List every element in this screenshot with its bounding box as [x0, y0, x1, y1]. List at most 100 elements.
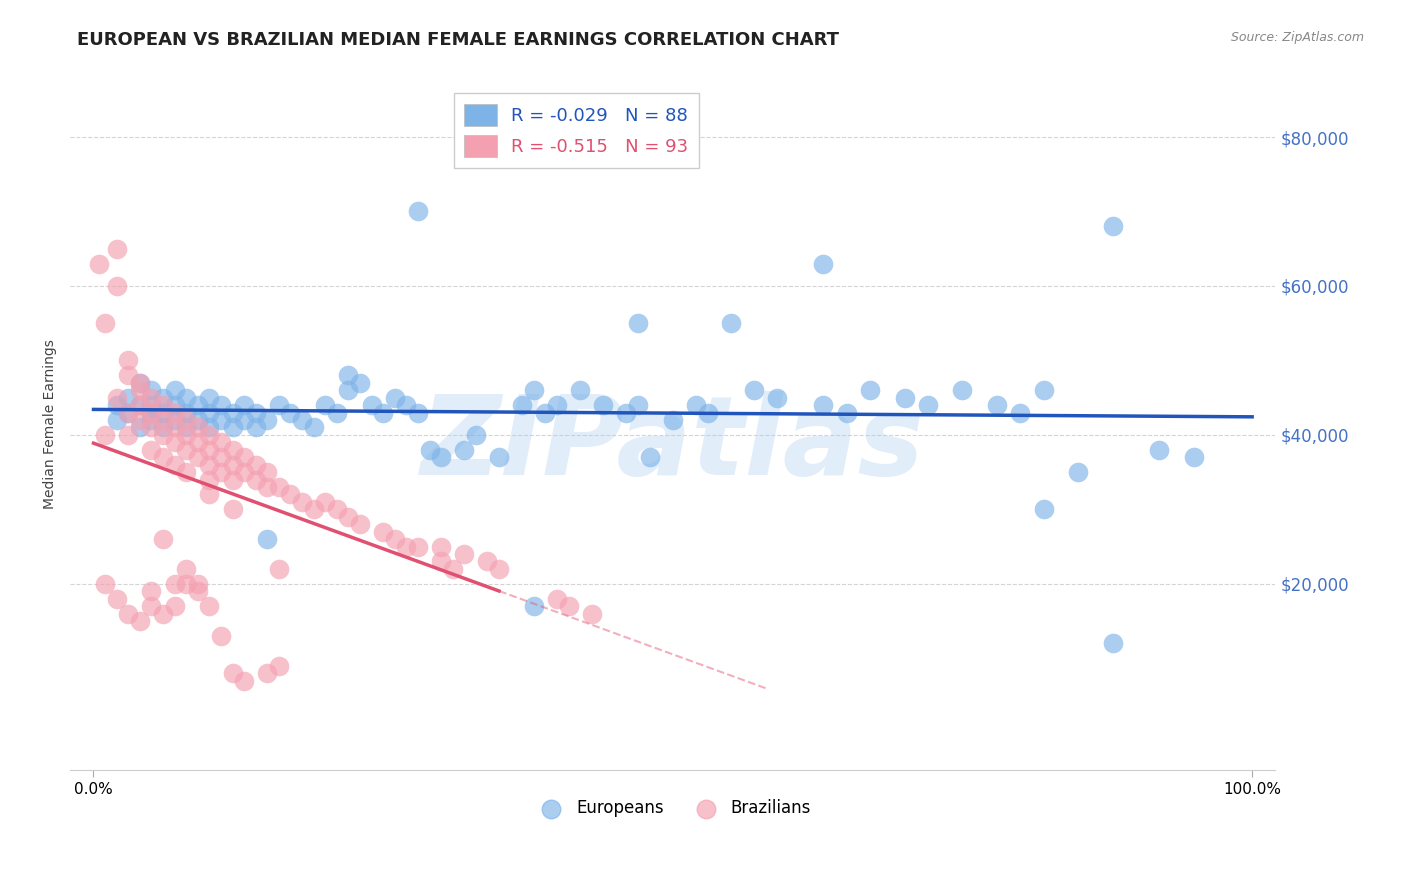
Point — [384, 532, 406, 546]
Point — [221, 442, 243, 457]
Point — [152, 413, 174, 427]
Point — [337, 509, 360, 524]
Point — [384, 391, 406, 405]
Point — [221, 473, 243, 487]
Point — [209, 629, 232, 643]
Point — [453, 442, 475, 457]
Point — [163, 405, 186, 419]
Point — [835, 405, 858, 419]
Point — [198, 458, 221, 472]
Point — [291, 495, 314, 509]
Point — [141, 413, 163, 427]
Point — [813, 398, 835, 412]
Point — [163, 577, 186, 591]
Point — [256, 666, 278, 681]
Point — [152, 428, 174, 442]
Point — [616, 405, 638, 419]
Point — [337, 368, 360, 383]
Point — [302, 502, 325, 516]
Point — [163, 435, 186, 450]
Point — [209, 413, 232, 427]
Point — [152, 532, 174, 546]
Text: ZIPatlas: ZIPatlas — [420, 391, 925, 498]
Point — [245, 473, 267, 487]
Point — [198, 428, 221, 442]
Point — [94, 428, 117, 442]
Point — [128, 383, 150, 397]
Point — [163, 458, 186, 472]
Point — [326, 405, 349, 419]
Point — [373, 524, 395, 539]
Point — [163, 413, 186, 427]
Point — [1149, 442, 1171, 457]
Point — [952, 383, 974, 397]
Point — [198, 391, 221, 405]
Point — [373, 405, 395, 419]
Point — [430, 554, 453, 568]
Point — [198, 599, 221, 614]
Point — [209, 465, 232, 479]
Point — [105, 591, 128, 606]
Point — [245, 405, 267, 419]
Point — [488, 450, 510, 465]
Point — [174, 413, 197, 427]
Point — [280, 487, 302, 501]
Point — [638, 450, 661, 465]
Point — [187, 413, 209, 427]
Point — [1032, 383, 1054, 397]
Point — [105, 398, 128, 412]
Point — [233, 673, 256, 688]
Point — [152, 450, 174, 465]
Point — [441, 562, 464, 576]
Point — [152, 398, 174, 412]
Point — [662, 413, 685, 427]
Point — [174, 420, 197, 434]
Point — [267, 398, 290, 412]
Point — [89, 257, 111, 271]
Point — [209, 435, 232, 450]
Point — [198, 487, 221, 501]
Point — [198, 473, 221, 487]
Point — [395, 540, 418, 554]
Point — [141, 391, 163, 405]
Point — [569, 383, 592, 397]
Point — [174, 442, 197, 457]
Point — [128, 376, 150, 390]
Point — [187, 584, 209, 599]
Point — [523, 383, 546, 397]
Point — [581, 607, 603, 621]
Point — [453, 547, 475, 561]
Point — [267, 480, 290, 494]
Point — [986, 398, 1008, 412]
Point — [117, 428, 139, 442]
Point — [917, 398, 939, 412]
Point — [326, 502, 349, 516]
Point — [105, 413, 128, 427]
Point — [430, 540, 453, 554]
Point — [141, 584, 163, 599]
Point — [280, 405, 302, 419]
Point — [105, 279, 128, 293]
Point — [406, 204, 429, 219]
Text: Source: ZipAtlas.com: Source: ZipAtlas.com — [1230, 31, 1364, 45]
Point — [152, 420, 174, 434]
Point — [1010, 405, 1032, 419]
Point — [430, 450, 453, 465]
Point — [314, 398, 336, 412]
Point — [187, 420, 209, 434]
Point — [187, 398, 209, 412]
Point — [117, 607, 139, 621]
Point — [627, 316, 650, 330]
Point — [360, 398, 382, 412]
Point — [117, 353, 139, 368]
Point — [696, 405, 718, 419]
Point — [1067, 465, 1090, 479]
Point — [233, 398, 256, 412]
Point — [174, 391, 197, 405]
Point — [163, 383, 186, 397]
Point — [117, 405, 139, 419]
Point — [1102, 636, 1125, 650]
Point — [893, 391, 915, 405]
Point — [174, 428, 197, 442]
Point — [117, 368, 139, 383]
